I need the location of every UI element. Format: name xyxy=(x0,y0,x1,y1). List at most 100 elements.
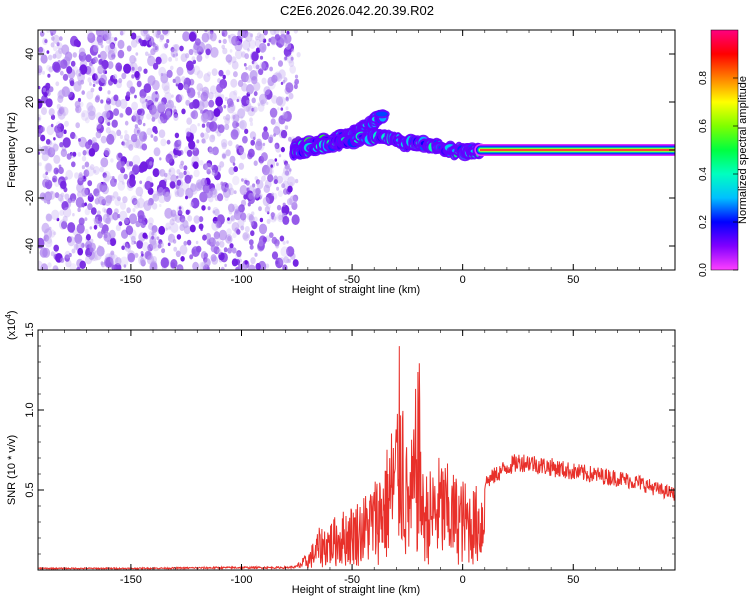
noise-speck xyxy=(265,67,269,71)
noise-speck xyxy=(260,99,266,107)
noise-speck xyxy=(131,197,138,206)
noise-speck xyxy=(174,214,182,223)
noise-speck xyxy=(205,232,212,241)
noise-speck xyxy=(161,248,166,254)
noise-speck xyxy=(201,123,206,128)
noise-speck xyxy=(243,63,247,67)
noise-speck xyxy=(241,95,250,107)
noise-speck xyxy=(71,248,76,254)
noise-speck xyxy=(259,55,264,60)
noise-speck xyxy=(159,157,162,161)
noise-speck xyxy=(225,69,231,76)
noise-speck xyxy=(111,176,115,180)
noise-speck xyxy=(270,212,275,218)
noise-speck xyxy=(42,37,48,46)
noise-speck xyxy=(124,133,130,141)
noise-speck xyxy=(74,172,80,179)
noise-speck xyxy=(258,42,267,53)
noise-speck xyxy=(226,98,234,107)
noise-speck xyxy=(46,50,50,54)
noise-speck xyxy=(201,205,206,211)
noise-speck xyxy=(144,180,152,191)
noise-speck xyxy=(167,242,171,247)
noise-speck xyxy=(270,118,276,125)
noise-speck xyxy=(88,148,96,157)
noise-speck xyxy=(45,98,53,108)
noise-speck xyxy=(147,247,151,252)
noise-speck xyxy=(232,162,236,166)
noise-speck xyxy=(283,56,288,62)
noise-speck xyxy=(285,82,294,93)
noise-speck xyxy=(205,30,208,33)
x-tick-label: 50 xyxy=(567,574,579,586)
noise-speck xyxy=(46,30,50,33)
noise-speck xyxy=(60,180,67,190)
noise-speck xyxy=(222,47,228,55)
noise-speck xyxy=(181,108,186,115)
noise-speck xyxy=(153,147,161,157)
noise-speck xyxy=(113,178,117,183)
noise-speck xyxy=(153,135,158,142)
noise-speck xyxy=(292,259,299,267)
noise-speck xyxy=(89,164,95,171)
snr-y-multiplier: (x104) xyxy=(4,310,18,340)
noise-speck xyxy=(69,80,75,87)
noise-speck xyxy=(245,180,250,186)
noise-speck xyxy=(225,114,231,121)
noise-speck xyxy=(248,214,254,221)
noise-speck xyxy=(251,76,258,85)
noise-speck xyxy=(114,37,118,42)
noise-speck xyxy=(252,61,258,69)
noise-speck xyxy=(289,65,297,74)
noise-speck xyxy=(224,123,230,131)
noise-speck xyxy=(110,158,114,163)
noise-speck xyxy=(89,247,94,253)
noise-speck xyxy=(258,68,264,76)
spectrogram-x-label: Height of straight line (km) xyxy=(292,284,420,296)
noise-speck xyxy=(261,61,269,71)
noise-speck xyxy=(79,64,88,75)
noise-speck xyxy=(205,163,212,172)
noise-speck xyxy=(98,245,101,249)
noise-speck xyxy=(92,254,99,262)
noise-speck xyxy=(151,225,158,233)
noise-speck xyxy=(183,225,191,235)
noise-speck xyxy=(255,187,261,195)
noise-speck xyxy=(253,216,258,223)
noise-speck xyxy=(112,73,118,80)
noise-speck xyxy=(61,106,69,117)
noise-speck xyxy=(69,263,77,270)
noise-speck xyxy=(213,108,221,117)
noise-speck xyxy=(110,250,115,256)
noise-speck xyxy=(275,243,280,249)
noise-speck xyxy=(87,180,93,187)
noise-speck xyxy=(254,252,258,257)
y-tick-label: -40 xyxy=(24,238,36,254)
noise-speck xyxy=(273,179,278,185)
noise-speck xyxy=(92,83,96,87)
x-tick-label: -100 xyxy=(230,274,252,286)
noise-speck xyxy=(280,129,288,139)
noise-speck xyxy=(130,235,136,243)
noise-speck xyxy=(278,69,286,79)
noise-speck xyxy=(78,73,82,77)
noise-speck xyxy=(145,95,153,106)
noise-speck xyxy=(135,138,144,149)
noise-speck xyxy=(157,101,166,112)
noise-speck xyxy=(162,30,169,35)
noise-speck xyxy=(168,167,176,177)
noise-speck xyxy=(59,219,67,230)
noise-speck xyxy=(186,149,193,157)
noise-speck xyxy=(186,117,193,125)
noise-speck xyxy=(286,246,295,257)
noise-speck xyxy=(138,38,142,44)
noise-speck xyxy=(215,241,220,247)
noise-speck xyxy=(87,30,94,39)
noise-speck xyxy=(259,217,264,223)
noise-speck xyxy=(53,137,56,141)
noise-speck xyxy=(60,59,68,69)
noise-speck xyxy=(126,45,132,52)
noise-speck xyxy=(223,116,226,120)
noise-speck xyxy=(198,223,204,230)
noise-speck xyxy=(81,155,87,162)
